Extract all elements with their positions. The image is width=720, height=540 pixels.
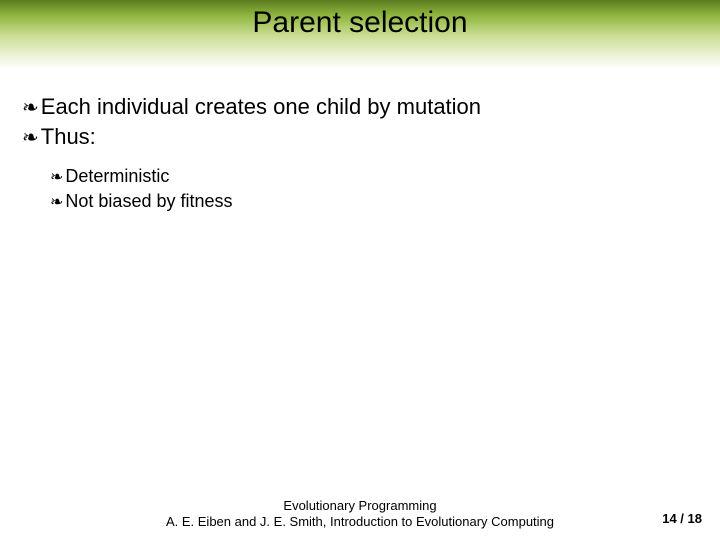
bullet-text: Thus: [41,124,96,150]
bullet-icon: ❧ [50,195,63,211]
title-band: Parent selection [0,0,720,70]
footer-line-2: A. E. Eiben and J. E. Smith, Introductio… [0,514,720,530]
bullet-icon: ❧ [50,170,63,186]
bullet-text: Not biased by fitness [65,191,232,212]
bullet-level2: ❧ Not biased by fitness [50,191,698,212]
bullet-level2: ❧ Deterministic [50,166,698,187]
spacer [22,154,698,164]
bullet-text: Deterministic [65,166,169,187]
bullet-level1: ❧ Thus: [22,124,698,150]
bullet-icon: ❧ [22,98,39,118]
bullet-level1: ❧ Each individual creates one child by m… [22,94,698,120]
footer: Evolutionary Programming A. E. Eiben and… [0,498,720,531]
bullet-icon: ❧ [22,128,39,148]
bullet-text: Each individual creates one child by mut… [41,94,481,120]
page-number: 14 / 18 [662,511,702,526]
content-area: ❧ Each individual creates one child by m… [0,70,720,212]
slide-title: Parent selection [252,6,467,40]
footer-line-1: Evolutionary Programming [0,498,720,514]
